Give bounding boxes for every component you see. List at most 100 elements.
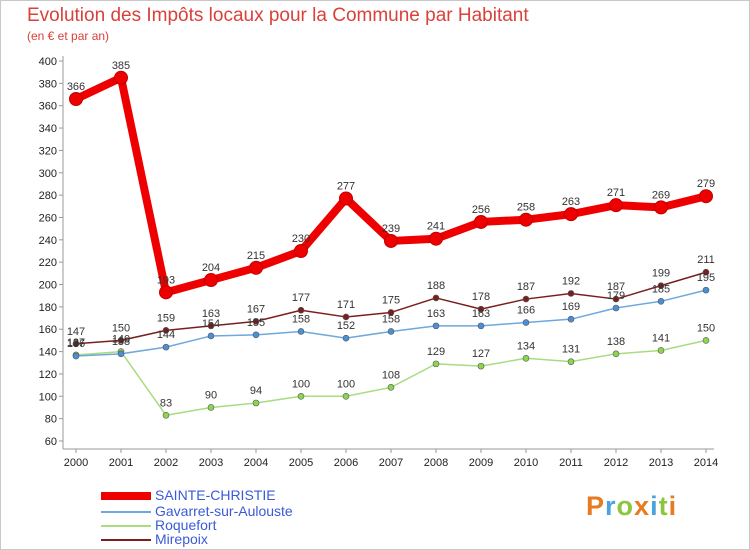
data-point (477, 362, 485, 370)
data-label: 83 (160, 397, 172, 409)
data-point (432, 294, 440, 302)
data-label: 279 (697, 178, 715, 190)
data-label: 129 (427, 346, 445, 358)
y-tick-label: 260 (39, 212, 57, 224)
data-point (432, 360, 440, 368)
data-point (339, 191, 353, 206)
data-point (117, 350, 125, 358)
data-label: 169 (562, 301, 580, 313)
data-point (72, 340, 80, 348)
x-tick-label: 2000 (64, 457, 88, 469)
data-label: 108 (382, 369, 400, 381)
data-label: 185 (652, 283, 670, 295)
data-label: 127 (472, 348, 490, 360)
data-point (204, 273, 218, 288)
data-label: 175 (382, 294, 400, 306)
data-point (162, 411, 170, 419)
data-point (384, 233, 398, 248)
x-tick-label: 2011 (559, 457, 583, 469)
y-tick-label: 240 (39, 235, 57, 247)
data-point (252, 331, 260, 339)
data-point (159, 285, 173, 300)
data-label: 141 (652, 332, 670, 344)
data-point (657, 297, 665, 305)
y-tick-label: 300 (39, 168, 57, 180)
legend-label: Gavarret-sur-Aulouste (155, 503, 293, 519)
y-tick-label: 160 (39, 324, 57, 336)
data-point (162, 343, 170, 351)
axes: 60 80 100 120 140 160 180 200 220 240 260 280 300 320… (39, 56, 718, 469)
y-tick-label: 400 (39, 56, 57, 68)
x-tick-label: 2002 (154, 457, 178, 469)
data-point (612, 350, 620, 358)
data-label: 187 (517, 281, 535, 293)
y-tick-label: 200 (39, 280, 57, 292)
data-point (342, 392, 350, 400)
data-point (564, 207, 578, 222)
data-label: 277 (337, 180, 355, 192)
proxiti-logo: Proxiti (586, 491, 677, 522)
data-label: 147 (67, 326, 85, 338)
data-point (702, 286, 710, 294)
data-label: 167 (247, 303, 265, 315)
data-label: 215 (247, 250, 265, 262)
data-point (612, 295, 620, 303)
y-tick-label: 380 (39, 78, 57, 90)
legend-swatch (101, 492, 151, 500)
data-point (702, 337, 710, 344)
x-tick-label: 2003 (199, 457, 223, 469)
data-label: 158 (382, 313, 400, 325)
data-point (297, 392, 305, 400)
data-point (297, 328, 305, 335)
x-tick-label: 2008 (424, 457, 448, 469)
data-label: 137 (67, 337, 85, 349)
data-point (342, 313, 350, 321)
data-label: 94 (250, 385, 262, 397)
data-point (249, 260, 263, 275)
data-label: 192 (562, 275, 580, 287)
chart-title: Evolution des Impôts locaux pour la Comm… (27, 5, 529, 26)
data-label: 154 (202, 318, 220, 330)
data-label: 100 (292, 378, 310, 390)
data-label: 136 (67, 338, 85, 350)
data-point (474, 214, 488, 229)
y-tick-label: 360 (39, 101, 57, 113)
data-point (342, 334, 350, 342)
data-point (477, 322, 485, 330)
y-tick-label: 340 (39, 123, 57, 135)
data-point (207, 404, 215, 411)
data-label: 140 (112, 334, 130, 346)
data-label: 90 (205, 389, 217, 401)
legend-label: SAINTE-CHRISTIE (155, 487, 276, 503)
chart-subtitle: (en € et par an) (27, 29, 110, 43)
data-label: 178 (472, 291, 490, 303)
data-point (657, 282, 665, 289)
data-label: 199 (652, 268, 670, 280)
logo-letter: x (634, 491, 651, 521)
series-line-sainte-christie (72, 73, 710, 297)
legend-label: Mirepoix (155, 531, 208, 547)
data-label: 195 (697, 272, 715, 284)
x-tick-label: 2010 (514, 457, 538, 469)
data-label: 158 (292, 313, 310, 325)
y-tick-label: 280 (39, 190, 57, 202)
data-point (699, 189, 713, 204)
legend-swatch (101, 539, 151, 541)
logo-letter: r (605, 491, 617, 521)
data-point (387, 309, 395, 316)
data-label: 230 (292, 233, 310, 245)
x-tick-label: 2009 (469, 457, 493, 469)
x-tick-label: 2014 (694, 457, 718, 469)
logo-letter: P (586, 491, 606, 521)
data-point (252, 318, 260, 325)
data-point (252, 399, 260, 407)
data-point (567, 358, 575, 365)
data-point (609, 198, 623, 213)
data-point (432, 322, 440, 330)
data-point (429, 231, 443, 246)
data-point (297, 306, 305, 314)
y-tick-label: 60 (45, 436, 57, 448)
data-point (162, 327, 170, 334)
data-label: 166 (517, 305, 535, 317)
data-label: 258 (517, 202, 535, 214)
